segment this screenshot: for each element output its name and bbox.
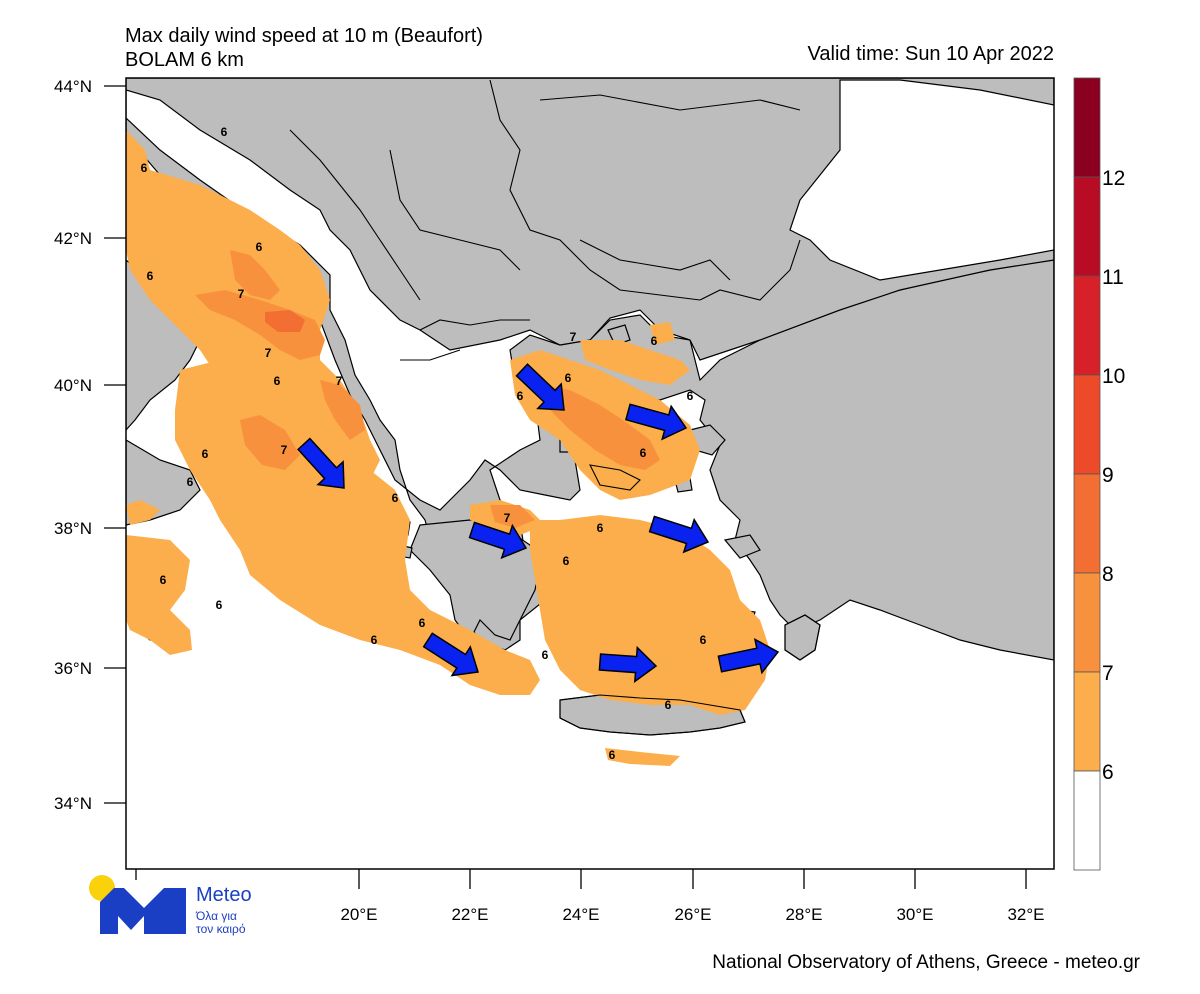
footer-credit: National Observatory of Athens, Greece -… xyxy=(712,952,1140,973)
lat-tick-label: 42°N xyxy=(54,229,92,248)
wind-arrows xyxy=(297,363,780,684)
colorbar-label: 8 xyxy=(1102,563,1114,586)
contour-label: 7 xyxy=(504,511,511,525)
lon-tick-label: 26°E xyxy=(674,905,711,924)
wind-arrow-icon xyxy=(717,637,780,675)
lat-tick-label: 40°N xyxy=(54,376,92,395)
plot-frame xyxy=(125,77,1055,870)
lat-tick-label: 44°N xyxy=(54,77,92,96)
lon-tick-label: 30°E xyxy=(896,905,933,924)
lon-tick-label: 24°E xyxy=(562,905,599,924)
wind-arrow-icon xyxy=(515,363,565,411)
colorbar-segment xyxy=(1073,275,1101,376)
logo-tagline-line1: Όλα για xyxy=(196,909,237,923)
contour-label: 6 xyxy=(392,491,399,505)
contour-label: 7 xyxy=(336,374,343,388)
contour-label: 6 xyxy=(160,573,167,587)
wind-arrow-icon xyxy=(468,521,528,560)
lon-tick-label: 32°E xyxy=(1007,905,1044,924)
contour-label: 6 xyxy=(565,371,572,385)
contour-label: 6 xyxy=(202,447,209,461)
wind-arrow-icon xyxy=(648,515,710,554)
colorbar-label: 10 xyxy=(1102,365,1125,388)
contour-label: 6 xyxy=(216,598,223,612)
colorbar-segment xyxy=(1073,77,1101,178)
colorbar-label: 11 xyxy=(1102,266,1124,289)
colorbar-label: 12 xyxy=(1102,167,1125,190)
contour-label: 6 xyxy=(141,161,148,175)
colorbar-label: 7 xyxy=(1102,662,1114,685)
contour-label: 6 xyxy=(687,389,694,403)
colorbar-segment xyxy=(1073,671,1101,772)
lat-tick-label: 38°N xyxy=(54,519,92,538)
contour-label: 6 xyxy=(187,475,194,489)
colorbar-segment xyxy=(1073,473,1101,574)
logo-tagline: Όλα για τον καιρό xyxy=(196,910,246,936)
coast-outlines xyxy=(559,464,821,736)
contour-label: 6 xyxy=(665,698,672,712)
contour-label: 6 xyxy=(274,374,281,388)
wind-arrow-icon xyxy=(598,645,658,684)
contour-label: 6 xyxy=(542,648,549,662)
contour-label: 6 xyxy=(419,616,426,630)
logo-tagline-line2: τον καιρό xyxy=(196,922,246,936)
wind-shading-bft7 xyxy=(195,250,660,528)
wind-shading-bft8 xyxy=(265,310,305,332)
lon-tick-label: 22°E xyxy=(451,905,488,924)
valid-time: Valid time: Sun 10 Apr 2022 xyxy=(807,43,1054,65)
longitude-axis: 20°E 22°E 24°E 26°E 28°E 30°E 32°E xyxy=(135,869,1045,924)
contour-label: 6 xyxy=(221,125,228,139)
lon-tick-label: 28°E xyxy=(785,905,822,924)
contour-label: 6 xyxy=(651,334,658,348)
contour-label: 6 xyxy=(517,389,524,403)
map-title: Max daily wind speed at 10 m (Beaufort) xyxy=(125,25,483,47)
contour-label: 6 xyxy=(371,633,378,647)
lat-tick-label: 34°N xyxy=(54,794,92,813)
contour-label: 7 xyxy=(238,287,245,301)
colorbar: 12 11 10 9 8 7 6 xyxy=(1073,77,1125,871)
lon-tick-label: 20°E xyxy=(340,905,377,924)
colorbar-segment xyxy=(1073,770,1101,871)
wind-arrow-icon xyxy=(422,632,479,677)
contour-label: 6 xyxy=(640,446,647,460)
colorbar-label: 6 xyxy=(1102,761,1114,784)
wind-arrow-icon xyxy=(297,437,345,489)
logo-name: Meteo xyxy=(196,884,252,906)
contour-label: 7 xyxy=(281,443,288,457)
lat-tick-label: 36°N xyxy=(54,659,92,678)
colorbar-segment xyxy=(1073,572,1101,673)
colorbar-segment xyxy=(1073,176,1101,277)
model-subtitle: BOLAM 6 km xyxy=(125,49,244,71)
contour-label: 7 xyxy=(265,346,272,360)
latitude-axis: 44°N 42°N 40°N 38°N 36°N 34°N xyxy=(54,77,126,813)
contour-label: 6 xyxy=(563,554,570,568)
wind-arrow-icon xyxy=(624,403,688,441)
meteo-logo xyxy=(89,875,186,934)
contour-label: 6 xyxy=(256,240,263,254)
contour-label: 6 xyxy=(147,269,154,283)
border-lines xyxy=(289,79,801,361)
colorbar-segment xyxy=(1073,374,1101,475)
contour-label: 6 xyxy=(700,633,707,647)
contour-label: 6 xyxy=(609,748,616,762)
colorbar-label: 9 xyxy=(1102,464,1114,487)
contour-label: 6 xyxy=(597,521,604,535)
contour-label: 7 xyxy=(570,330,577,344)
